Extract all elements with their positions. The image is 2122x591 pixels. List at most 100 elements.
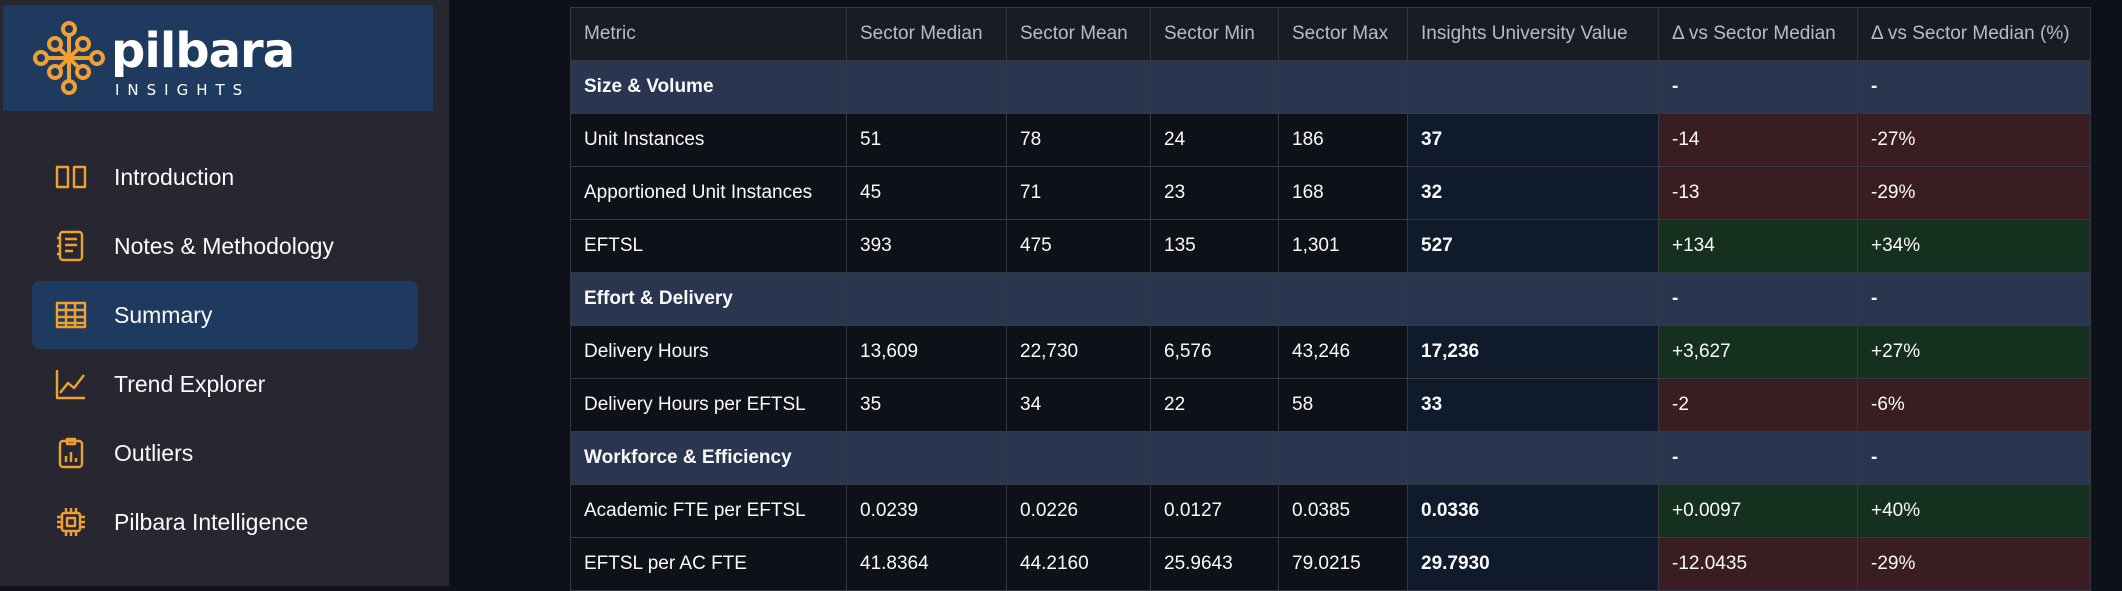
value-cell: 51	[846, 113, 1007, 167]
value-cell: 25.9643	[1150, 537, 1279, 591]
nav-label: Pilbara Intelligence	[114, 508, 309, 535]
value-cell: +34%	[1857, 219, 2091, 273]
value-cell: 6,576	[1150, 325, 1279, 379]
value-cell: 32	[1407, 166, 1659, 220]
value-cell: 0.0385	[1278, 484, 1408, 538]
empty-cell	[846, 431, 1007, 485]
metric-cell: Apportioned Unit Instances	[570, 166, 847, 220]
value-cell: 186	[1278, 113, 1408, 167]
data-row: Unit Instances 51 78 24 186 37 -14 -27%	[570, 113, 2091, 167]
column-header: Sector Median	[846, 7, 1007, 61]
nav-icon	[58, 437, 84, 469]
column-header: Insights University Value	[1407, 7, 1659, 61]
value-cell: 475	[1006, 219, 1151, 273]
empty-cell	[1407, 431, 1659, 485]
value-cell: 23	[1150, 166, 1279, 220]
value-cell: +134	[1658, 219, 1858, 273]
value-cell: 37	[1407, 113, 1659, 167]
empty-cell	[1278, 272, 1408, 326]
value-cell: 0.0127	[1150, 484, 1279, 538]
empty-cell	[1407, 272, 1659, 326]
header-row: Metric Sector Median Sector Mean Sector Min…	[570, 7, 2091, 61]
value-cell: 22,730	[1006, 325, 1151, 379]
summary-table: Metric Sector Median Sector Mean Sector Min…	[570, 7, 2091, 591]
data-row: EFTSL per AC FTE 41.8364 44.2160 25.9643 79.…	[570, 537, 2091, 591]
value-cell: +0.0097	[1658, 484, 1858, 538]
value-cell: -29%	[1857, 166, 2091, 220]
value-cell: 1,301	[1278, 219, 1408, 273]
value-cell: 22	[1150, 378, 1279, 432]
value-cell: 135	[1150, 219, 1279, 273]
logo-icon	[33, 21, 105, 95]
nav-item[interactable]: Introduction	[32, 143, 418, 211]
data-row: Delivery Hours 13,609 22,730 6,576 43,246 17,…	[570, 325, 2091, 379]
empty-cell	[1150, 431, 1279, 485]
nav-label: Introduction	[114, 163, 235, 190]
value-cell: 78	[1006, 113, 1151, 167]
nav-icon	[57, 508, 85, 536]
value-cell: 13,609	[846, 325, 1007, 379]
value-cell: 17,236	[1407, 325, 1659, 379]
logo: pilbara INSIGHTS	[3, 5, 433, 111]
value-cell: +27%	[1857, 325, 2091, 379]
nav-item[interactable]: Outliers	[32, 419, 418, 487]
empty-cell	[846, 60, 1007, 114]
data-row: EFTSL 393 475 135 1,301 527 +134 +34%	[570, 219, 2091, 273]
nav-label: Outliers	[114, 439, 194, 466]
metric-cell: Academic FTE per EFTSL	[570, 484, 847, 538]
empty-cell	[1278, 60, 1408, 114]
nav-item[interactable]: Notes & Methodology	[32, 212, 418, 280]
value-cell: 45	[846, 166, 1007, 220]
value-cell: 393	[846, 219, 1007, 273]
empty-cell	[1150, 60, 1279, 114]
nav-icon	[57, 230, 84, 262]
value-cell: 0.0226	[1006, 484, 1151, 538]
empty-cell	[1150, 272, 1279, 326]
value-cell: +40%	[1857, 484, 2091, 538]
value-cell: 527	[1407, 219, 1659, 273]
metric-cell: Delivery Hours per EFTSL	[570, 378, 847, 432]
section-label: Size & Volume	[570, 60, 847, 114]
value-cell: 58	[1278, 378, 1408, 432]
column-header: Sector Max	[1278, 7, 1408, 61]
value-cell: 0.0239	[846, 484, 1007, 538]
value-cell: 43,246	[1278, 325, 1408, 379]
nav-item[interactable]: Summary	[32, 281, 418, 349]
value-cell: 34	[1006, 378, 1151, 432]
metric-cell: Delivery Hours	[570, 325, 847, 379]
value-cell: -2	[1658, 378, 1858, 432]
section-label: Workforce & Efficiency	[570, 431, 847, 485]
delta-pct-cell: -	[1857, 431, 2091, 485]
sidebar: pilbara INSIGHTS Introduction Notes & Met…	[0, 0, 449, 586]
nav-item[interactable]: Pilbara Intelligence	[32, 488, 418, 556]
section-row: Workforce & Efficiency - -	[570, 431, 2091, 485]
data-row: Apportioned Unit Instances 45 71 23 168 32 -13…	[570, 166, 2091, 220]
value-cell: 41.8364	[846, 537, 1007, 591]
nav-icon	[55, 301, 87, 329]
empty-cell	[1407, 60, 1659, 114]
value-cell: 35	[846, 378, 1007, 432]
metric-cell: Unit Instances	[570, 113, 847, 167]
value-cell: -14	[1658, 113, 1858, 167]
nav-item[interactable]: Trend Explorer	[32, 350, 418, 418]
value-cell: 79.0215	[1278, 537, 1408, 591]
section-row: Size & Volume - -	[570, 60, 2091, 114]
nav-icon	[55, 370, 85, 400]
nav-icon	[55, 165, 87, 189]
empty-cell	[1278, 431, 1408, 485]
column-header: Sector Min	[1150, 7, 1279, 61]
empty-cell	[1006, 272, 1151, 326]
delta-pct-cell: -	[1857, 60, 2091, 114]
empty-cell	[846, 272, 1007, 326]
value-cell: 29.7930	[1407, 537, 1659, 591]
value-cell: 24	[1150, 113, 1279, 167]
value-cell: 0.0336	[1407, 484, 1659, 538]
delta-cell: -	[1658, 272, 1858, 326]
section-row: Effort & Delivery - -	[570, 272, 2091, 326]
column-header: Δ vs Sector Median	[1658, 7, 1858, 61]
empty-cell	[1006, 431, 1151, 485]
logo-tagline: INSIGHTS	[115, 81, 251, 99]
nav-label: Trend Explorer	[114, 370, 266, 397]
metric-cell: EFTSL	[570, 219, 847, 273]
value-cell: -27%	[1857, 113, 2091, 167]
